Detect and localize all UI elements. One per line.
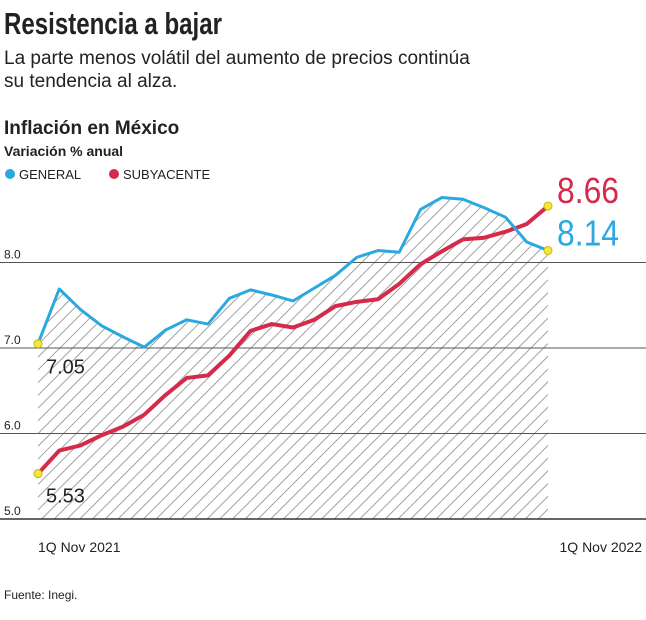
y-label: Variación % anual bbox=[4, 143, 123, 159]
subtitle: La parte menos volátil del aumento de pr… bbox=[4, 48, 470, 69]
end-marker bbox=[543, 246, 553, 256]
legend-label: SUBYACENTE bbox=[123, 167, 210, 182]
value-label: 5.53 bbox=[46, 486, 85, 508]
line bbox=[36, 196, 549, 349]
end-marker bbox=[543, 201, 553, 211]
end-marker bbox=[33, 339, 43, 349]
hatched-area bbox=[38, 197, 548, 519]
title: Resistencia a bajar bbox=[4, 6, 222, 41]
legend-marker bbox=[5, 169, 15, 179]
value-label: 8.14 bbox=[557, 213, 619, 254]
value-label: 7.05 bbox=[46, 357, 85, 379]
subtitle: su tendencia al alza. bbox=[4, 71, 177, 92]
y-tick-label: 5.0 bbox=[4, 504, 21, 518]
x-tick-label: 1Q Nov 2021 bbox=[38, 539, 121, 555]
y-tick-label: 7.0 bbox=[4, 333, 21, 347]
source: Fuente: Inegi. bbox=[4, 588, 77, 602]
end-marker bbox=[33, 469, 43, 479]
y-tick-label: 8.0 bbox=[4, 248, 21, 262]
x-tick-label: 1Q Nov 2022 bbox=[560, 539, 643, 555]
legend-label: GENERAL bbox=[19, 167, 81, 182]
legend-marker bbox=[109, 169, 119, 179]
chart-title: Inflación en México bbox=[4, 118, 179, 139]
y-tick-label: 6.0 bbox=[4, 419, 21, 433]
line bbox=[36, 204, 550, 476]
value-label: 8.66 bbox=[557, 170, 619, 211]
